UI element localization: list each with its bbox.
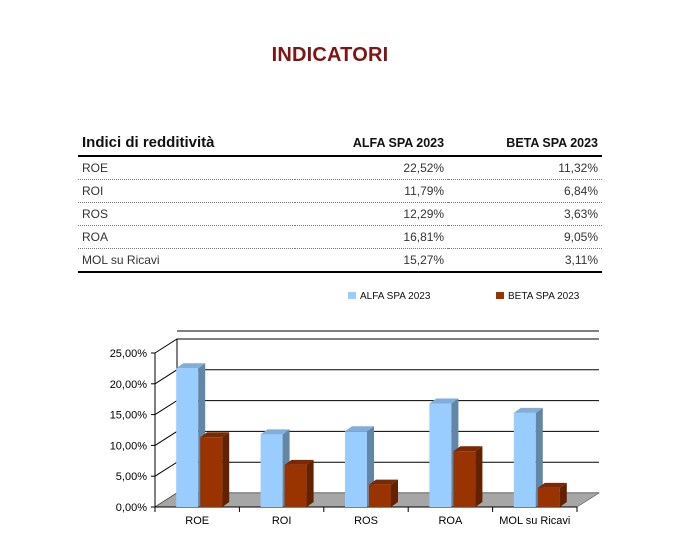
bar-beta-top — [537, 482, 567, 488]
alfa-value: 11,79% — [294, 179, 449, 203]
bar-beta-side — [559, 482, 567, 507]
bar-beta-top — [200, 432, 230, 438]
beta-value: 11,32% — [448, 156, 602, 180]
row-header-label: Indici di redditività — [78, 131, 295, 157]
legend-swatch-alfa — [348, 292, 356, 299]
y-tick-label: 0,00% — [116, 502, 147, 514]
row-label: ROS — [78, 202, 295, 226]
column-header-alfa: ALFA SPA 2023 — [294, 131, 449, 157]
bar-beta — [537, 487, 560, 507]
bar-alfa — [260, 434, 283, 507]
legend-label-alfa: ALFA SPA 2023 — [360, 291, 431, 302]
bar-beta-side — [306, 459, 314, 507]
x-tick-label: ROA — [438, 515, 463, 527]
column-header-beta: BETA SPA 2023 — [448, 131, 602, 157]
bar-alfa-top — [260, 429, 290, 435]
bar-beta-side — [222, 432, 230, 507]
bar-beta-top — [453, 446, 483, 452]
page-title: INDICATORI — [271, 44, 389, 66]
bar-beta-side — [391, 479, 398, 507]
bar-alfa — [176, 368, 199, 507]
table-header-row: Indici di redditività ALFA SPA 2023 BETA… — [78, 131, 602, 157]
beta-value: 6,84% — [448, 179, 602, 203]
y-tick-label: 25,00% — [110, 348, 148, 360]
bar-alfa-top — [513, 407, 543, 413]
bar-beta-side — [475, 446, 483, 507]
alfa-value: 22,52% — [294, 156, 449, 180]
bar-beta-top — [284, 459, 314, 465]
bar-beta — [200, 437, 223, 507]
x-tick-label: ROE — [185, 515, 209, 527]
beta-value: 3,11% — [448, 248, 602, 273]
y-tick-label: 15,00% — [110, 410, 148, 422]
table-row: MOL su Ricavi 15,27% 3,11% — [78, 248, 602, 273]
y-tick-label: 10,00% — [110, 440, 148, 452]
alfa-value: 15,27% — [294, 248, 449, 273]
indicators-table: Indici di redditività ALFA SPA 2023 BETA… — [78, 131, 602, 273]
row-label: ROA — [78, 225, 295, 249]
bar-beta — [284, 464, 307, 507]
legend-item-beta: BETA SPA 2023 — [496, 291, 579, 302]
x-tick-label: MOL su Ricavi — [499, 515, 570, 527]
row-label: ROI — [78, 179, 295, 203]
bar-alfa — [345, 431, 367, 507]
bar-alfa-top — [176, 363, 206, 369]
x-tick-label: ROS — [354, 515, 378, 527]
bar-alfa — [513, 412, 536, 507]
bar-beta — [453, 451, 476, 507]
row-label: MOL su Ricavi — [78, 248, 295, 273]
table-row: ROI 11,79% 6,84% — [78, 179, 602, 203]
alfa-value: 16,81% — [294, 225, 449, 249]
bar-alfa-top — [345, 426, 374, 432]
alfa-value: 12,29% — [294, 202, 449, 226]
bar-alfa-side — [535, 407, 543, 507]
x-tick-label: ROI — [272, 515, 292, 527]
y-tick-label: 20,00% — [110, 379, 148, 391]
table-row: ROA 16,81% 9,05% — [78, 225, 602, 249]
bar-alfa — [429, 403, 452, 507]
beta-value: 3,63% — [448, 202, 602, 226]
bar-beta-top — [369, 479, 398, 485]
table-row: ROS 12,29% 3,63% — [78, 202, 602, 226]
legend-item-alfa: ALFA SPA 2023 — [348, 291, 430, 302]
legend-swatch-beta — [496, 292, 504, 299]
y-tick-label: 5,00% — [116, 471, 147, 483]
gridline — [154, 369, 599, 385]
legend-label-beta: BETA SPA 2023 — [508, 291, 580, 302]
row-label: ROE — [78, 156, 295, 180]
bar-alfa-top — [429, 398, 459, 404]
table-row: ROE 22,52% 11,32% — [78, 156, 602, 180]
beta-value: 9,05% — [448, 225, 602, 249]
bar-beta — [369, 484, 391, 507]
gridline — [154, 338, 599, 354]
